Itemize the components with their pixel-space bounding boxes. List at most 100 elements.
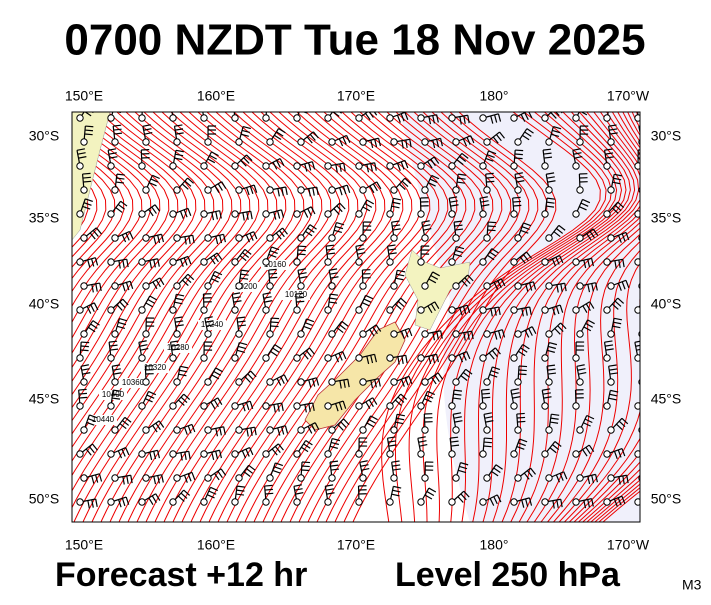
title: 0700 NZDT Tue 18 Nov 2025 (64, 16, 645, 65)
barb-feather (83, 173, 91, 174)
barb-station (608, 475, 614, 481)
barb-station (205, 283, 211, 289)
barb-feather (650, 176, 657, 180)
barb-station (232, 259, 238, 265)
barb-station (577, 139, 583, 145)
barb-station (205, 379, 211, 385)
barb-station (143, 187, 149, 193)
barb-feather (486, 181, 494, 182)
barb-feather (640, 129, 648, 131)
barb-station (356, 451, 362, 457)
barb-station (170, 259, 176, 265)
barb-feather (269, 277, 277, 278)
contour-line (0, 100, 16, 530)
barb-feather (584, 104, 591, 108)
barb-station (139, 115, 145, 121)
barb-feather (482, 389, 490, 390)
barb-station (298, 475, 304, 481)
barb-station (298, 427, 304, 433)
barb-station (329, 139, 335, 145)
barb-station (112, 139, 118, 145)
barb-station (139, 499, 145, 505)
barb-station (511, 259, 517, 265)
barb-station (546, 379, 552, 385)
barb-station (604, 307, 610, 313)
barb-feather (484, 438, 492, 439)
barb-station (422, 379, 428, 385)
barb-station (356, 259, 362, 265)
barb-station (298, 139, 304, 145)
barb-station (267, 283, 273, 289)
barb-station (77, 499, 83, 505)
barb-station (170, 451, 176, 457)
barb-station (170, 355, 176, 361)
barb-station (263, 115, 269, 121)
barb-station (112, 283, 118, 289)
barb-feather (301, 107, 309, 110)
barb-station (453, 331, 459, 337)
barb-station (81, 235, 87, 241)
barb-station (573, 307, 579, 313)
barb-station (484, 187, 490, 193)
barb-station (418, 259, 424, 265)
barb-station (112, 235, 118, 241)
barb-station (573, 451, 579, 457)
barb-station (77, 307, 83, 313)
barb-feather (482, 393, 490, 394)
barb-station (81, 283, 87, 289)
barb-station (604, 163, 610, 169)
barb-feather (519, 374, 527, 375)
barb-station (294, 403, 300, 409)
barb-station (511, 355, 517, 361)
barb-feather (655, 277, 660, 284)
barb-feather (298, 254, 306, 255)
barb-station (298, 331, 304, 337)
barb-station (391, 379, 397, 385)
barb-feather (171, 101, 179, 102)
barb-feather (298, 250, 306, 251)
barb-station (329, 187, 335, 193)
barb-station (577, 331, 583, 337)
barb-station (453, 379, 459, 385)
barb-station (174, 235, 180, 241)
barb-station (604, 451, 610, 457)
barb-station (298, 379, 304, 385)
barb-station (480, 355, 486, 361)
barb-station (515, 235, 521, 241)
barb-station (546, 187, 552, 193)
barb-feather (654, 451, 656, 459)
barb-feather (517, 413, 525, 414)
contour-line (0, 100, 70, 530)
barb-station (329, 235, 335, 241)
barb-station (298, 187, 304, 193)
barb-station (108, 115, 114, 121)
barb-feather (517, 417, 525, 418)
barb-station (236, 475, 242, 481)
barb-station (232, 115, 238, 121)
barb-station (511, 163, 517, 169)
barb-station (449, 451, 455, 457)
lon-label: 180° (480, 537, 509, 553)
contour-line (0, 100, 34, 530)
barb-station (608, 379, 614, 385)
barb-station (174, 139, 180, 145)
barb-feather (482, 397, 490, 398)
barb-station (298, 283, 304, 289)
barb-station (422, 139, 428, 145)
barb-station (139, 259, 145, 265)
barb-station (294, 499, 300, 505)
barb-station (201, 403, 207, 409)
barb-station (577, 427, 583, 433)
barb-staff (642, 277, 655, 286)
barb-feather (643, 299, 650, 302)
lat-label: 30°S (29, 128, 60, 144)
barb-feather (269, 269, 277, 270)
barb-station (232, 403, 238, 409)
barb-feather (649, 281, 654, 288)
barb-station (515, 427, 521, 433)
lat-label: 40°S (29, 296, 60, 312)
barb-station (422, 235, 428, 241)
barb-feather (513, 197, 521, 198)
lon-label: 160°E (197, 88, 235, 104)
barb-station (542, 355, 548, 361)
